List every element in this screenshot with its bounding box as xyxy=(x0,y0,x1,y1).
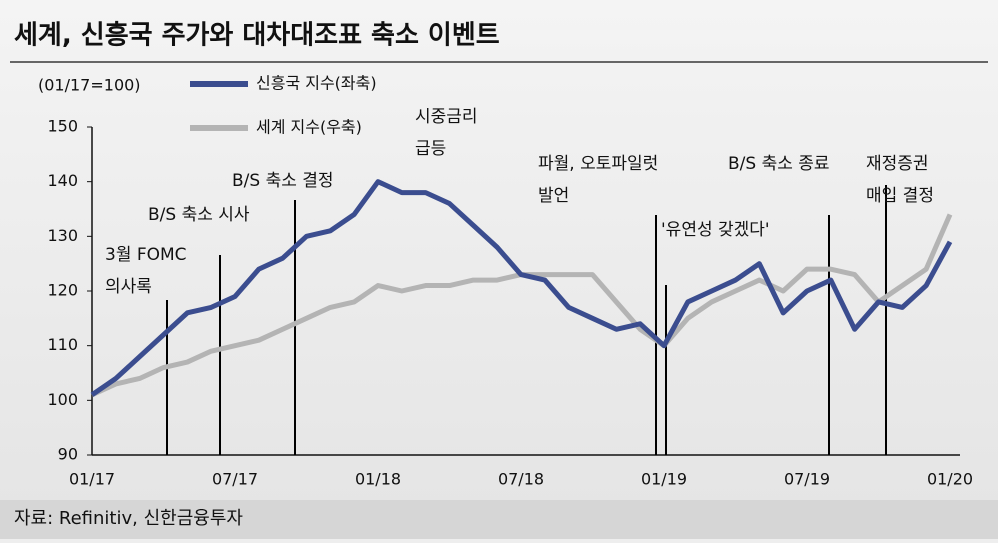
y-tick-label: 110 xyxy=(47,335,78,354)
annotation: 발언 xyxy=(538,186,569,206)
x-tick-label: 01/17 xyxy=(69,470,115,489)
annotation: B/S 축소 결정 xyxy=(232,171,334,191)
legend-label: 세계 지수(우축) xyxy=(256,118,362,137)
source: 자료: Refinitiv, 신한금융투자 xyxy=(14,508,243,529)
annotation: B/S 축소 시사 xyxy=(148,205,250,225)
annotation: 파월, 오토파일럿 xyxy=(538,154,658,174)
annotation: 3월 FOMC xyxy=(105,245,187,265)
source-band xyxy=(0,500,998,539)
annotation: 시중금리 xyxy=(415,107,478,127)
annotation: 매입 결정 xyxy=(866,186,934,206)
annotation: 급등 xyxy=(415,139,446,159)
y-tick-label: 100 xyxy=(47,390,78,409)
y-tick-label: 140 xyxy=(47,171,78,190)
annotation: B/S 축소 종료 xyxy=(728,154,830,174)
annotation: 의사록 xyxy=(105,277,152,297)
annotation: 재정증권 xyxy=(866,154,929,174)
series-line xyxy=(90,179,953,397)
y-axis-label: (01/17=100) xyxy=(38,76,141,95)
y-tick-label: 150 xyxy=(47,117,78,136)
y-tick-label: 120 xyxy=(47,281,78,300)
annotation: '유연성 갖겠다' xyxy=(661,220,770,240)
x-tick-label: 07/17 xyxy=(212,470,258,489)
y-tick-label: 90 xyxy=(58,445,78,464)
x-tick-label: 01/20 xyxy=(927,470,973,489)
x-tick-label: 07/18 xyxy=(498,470,544,489)
x-tick-label: 01/18 xyxy=(355,470,401,489)
x-tick-label: 01/19 xyxy=(641,470,687,489)
y-tick-label: 130 xyxy=(47,226,78,245)
legend-label: 신흥국 지수(좌축) xyxy=(256,74,377,93)
chart-title: 세계, 신흥국 주가와 대차대조표 축소 이벤트 xyxy=(14,21,500,51)
x-tick-label: 07/19 xyxy=(784,470,830,489)
